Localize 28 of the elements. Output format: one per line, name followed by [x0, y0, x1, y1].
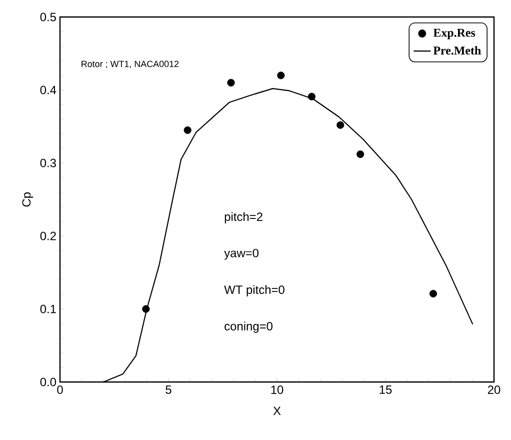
point: [429, 290, 438, 298]
legend-label: Pre.Meth: [433, 46, 481, 55]
annotation: coning=0: [224, 322, 272, 333]
y-tick-label: 0.0: [40, 378, 56, 386]
point: [184, 126, 192, 134]
annotation: Rotor ; WT1, NACA0012: [82, 60, 179, 68]
point: [227, 78, 235, 86]
y-tick-label: 0.4: [40, 86, 56, 94]
point: [308, 92, 316, 100]
point: [277, 72, 285, 80]
x-tick-label: 10: [271, 386, 284, 394]
point: [336, 121, 344, 129]
point: [142, 305, 150, 313]
annotation: yaw=0: [224, 248, 259, 260]
y-tick-label: 0.5: [40, 12, 56, 22]
x-tick-label: 20: [488, 386, 500, 394]
x-tick-label: 5: [166, 386, 172, 394]
x-axis-title: X: [273, 406, 281, 416]
annotation: WT pitch=0: [224, 285, 284, 296]
legend-label: Exp.Res: [433, 28, 476, 40]
y-tick-label: 0.3: [40, 158, 56, 168]
x-tick-label: 0: [57, 386, 63, 394]
x-tick-label: 15: [380, 386, 392, 394]
point: [356, 150, 364, 158]
y-tick-label: 0.1: [40, 304, 56, 314]
annotation: pitch=2: [224, 212, 262, 224]
y-tick-label: 0.2: [40, 232, 56, 240]
y-axis-title: Cp: [22, 192, 34, 207]
